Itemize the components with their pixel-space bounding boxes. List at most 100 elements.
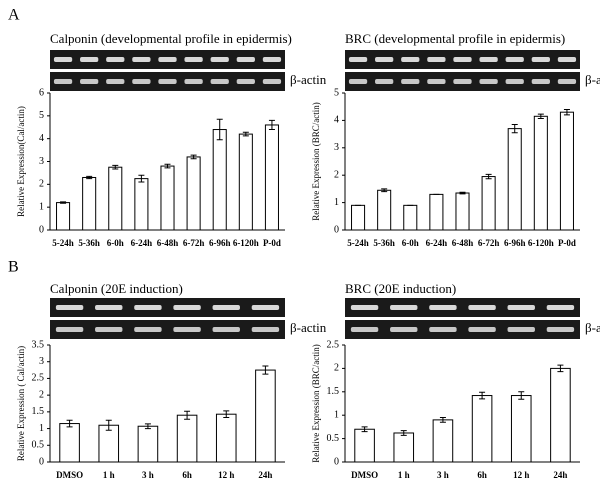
x-tick-label: 6-24h [131,238,153,248]
x-tick-label: DMSO [56,470,83,480]
chart-title: Calponin (20E induction) [50,281,183,296]
gel-band [212,305,240,310]
gel-band [546,327,575,332]
bar [255,369,276,463]
gel-strip [50,298,285,317]
error-bar [485,173,492,180]
gel-band [53,57,73,62]
gel-band [53,79,73,84]
gel-band [429,305,457,310]
gel-band [80,79,99,84]
x-tick-label: 6-96h [504,238,526,248]
x-tick-label: 24h [258,470,272,480]
y-tick-label: 2 [334,169,339,180]
y-tick-label: 3 [39,156,44,167]
x-tick-label: 1 h [103,470,115,480]
x-tick-label: 6-0h [107,238,124,248]
gel-band [557,57,577,62]
x-tick-label: 12 h [513,470,529,480]
error-bar [557,364,564,373]
error-bar [361,426,368,433]
gel-band [453,57,472,62]
gel-band [375,79,394,84]
gel-band [236,79,255,84]
gel-band [507,305,535,310]
x-tick-label: 5-24h [347,238,369,248]
bar [377,189,392,231]
bar [176,414,198,463]
bar [393,432,415,463]
y-tick-label: 1 [334,197,339,208]
bar [481,176,496,231]
gel-band [158,79,177,84]
gel-band [505,57,524,62]
gel-band [348,79,368,84]
error-bar [262,365,269,375]
gel-band [505,79,524,84]
y-tick-label: 6 [39,87,44,98]
chart-title: Calponin (developmental profile in epide… [50,31,292,46]
x-tick-label: 5-36h [78,238,100,248]
y-tick-label: 3 [39,356,44,367]
bar [212,129,227,231]
bar [186,156,201,231]
gel-band [132,57,151,62]
x-tick-label: 1 h [398,470,410,480]
x-tick-label: 5-36h [373,238,395,248]
bar [264,124,279,231]
bar [134,178,149,231]
x-tick-label: 3 h [142,470,154,480]
y-tick-label: 1 [39,423,44,434]
gel-strip [345,298,580,317]
error-bar [459,191,466,195]
gel-band [212,327,240,332]
y-tick-label: 0 [39,456,44,467]
chart-title: BRC (developmental profile in epidermis) [345,31,565,46]
gel-band [531,79,550,84]
x-tick-label: 6-24h [426,238,448,248]
error-bar [518,391,525,400]
bar [108,166,123,231]
gel-band [106,57,125,62]
gel-band [251,305,280,310]
y-axis-label: Relative Expression (BRC/actin) [311,102,321,220]
y-tick-label: 3 [334,142,339,153]
bar [238,133,253,231]
gel-band [479,79,498,84]
x-tick-label: 12 h [218,470,234,480]
gel-band [427,57,446,62]
error-bar [60,201,67,204]
gel-band [468,327,496,332]
bar [215,413,237,463]
gel-label: β-actin [585,72,600,87]
x-tick-label: 6-72h [183,238,205,248]
y-tick-label: 4 [334,115,339,126]
y-tick-label: 0 [334,456,339,467]
error-bar [144,423,151,430]
bar [403,204,418,231]
gel-band [401,57,420,62]
panel-label: B [8,259,19,276]
y-tick-label: 0 [334,224,339,235]
bar [507,128,522,231]
gel-band [80,57,99,62]
gel-band [375,57,394,62]
x-tick-label: 6-48h [452,238,474,248]
error-bar [190,154,197,160]
y-tick-label: 1 [334,409,339,420]
gel-band [531,57,550,62]
gel-band [507,327,535,332]
gel-band [184,79,203,84]
error-bar [479,391,486,400]
error-bar [242,131,249,137]
bar [533,115,548,231]
y-tick-label: 4 [39,133,44,144]
x-tick-label: 6-72h [478,238,500,248]
gel-band [557,79,577,84]
y-tick-label: 5 [39,110,44,121]
error-bar [268,119,275,131]
error-bar [138,174,145,183]
gel-band [390,305,418,310]
y-tick-label: 0.5 [327,433,340,444]
x-tick-label: 6-48h [157,238,179,248]
